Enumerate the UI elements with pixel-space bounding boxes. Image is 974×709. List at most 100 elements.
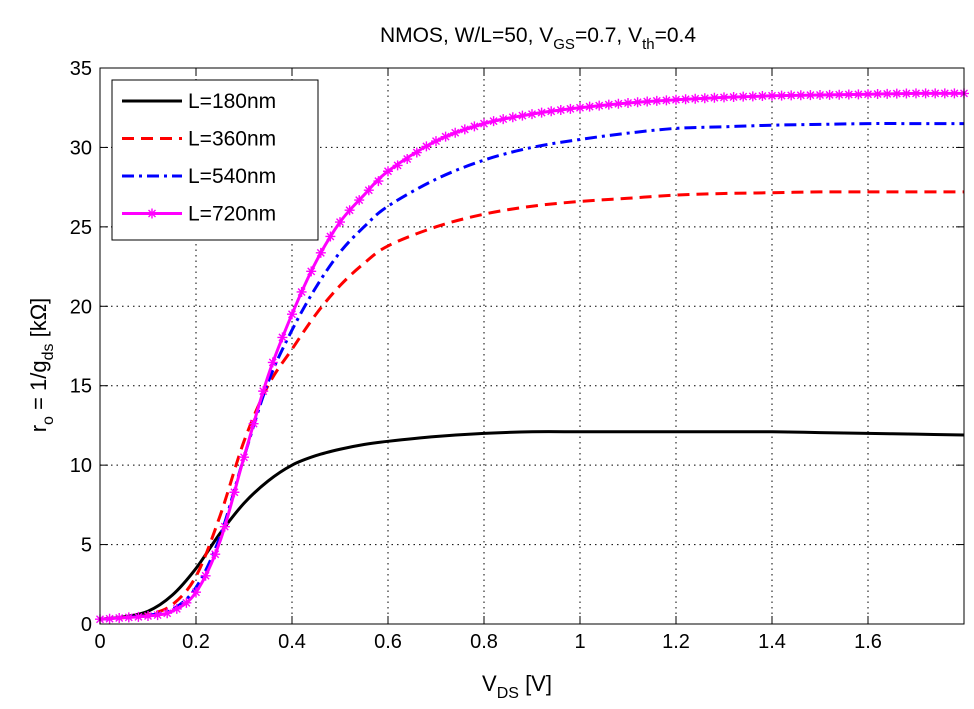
legend-entry: L=540nm xyxy=(122,165,276,188)
data-point-marker xyxy=(642,96,653,107)
data-point-marker xyxy=(248,418,259,429)
data-point-marker xyxy=(469,121,480,132)
data-point-marker xyxy=(440,131,451,142)
data-point-marker xyxy=(431,136,441,147)
legend-label: L=720nm xyxy=(188,203,276,226)
data-point-marker xyxy=(287,309,297,320)
y-tick-label: 25 xyxy=(70,217,92,239)
legend-label: L=180nm xyxy=(188,90,276,113)
y-tick-label: 0 xyxy=(81,614,92,636)
data-point-marker xyxy=(728,92,739,103)
series-line-L=180nm xyxy=(99,430,965,621)
data-point-marker xyxy=(267,357,278,368)
ylabel-suffix: [kΩ] xyxy=(26,298,51,344)
chart-title: NMOS, W/L=50, VGS=0.7, Vth=0.4 xyxy=(380,24,696,53)
data-point-marker xyxy=(786,90,797,101)
x-tick-labels: 0 0.2 0.4 0.6 0.8 1 1.2 1.4 1.6 xyxy=(94,631,881,653)
y-tick-label: 20 xyxy=(70,296,92,318)
data-point-marker xyxy=(536,107,547,118)
data-point-marker xyxy=(930,88,941,99)
title-suffix: =0.4 xyxy=(655,24,697,47)
x-tick-label: 0.2 xyxy=(182,631,210,653)
data-point-marker xyxy=(171,603,182,614)
ylabel-mid: = 1/g xyxy=(26,360,51,416)
x-tick-label: 1.2 xyxy=(662,631,690,653)
data-point-marker xyxy=(805,90,816,101)
legend-entry: L=180nm xyxy=(122,90,276,113)
x-tick-label: 1 xyxy=(574,631,585,653)
y-tick-label: 10 xyxy=(70,455,92,477)
data-point-marker xyxy=(143,611,153,622)
data-point-marker xyxy=(354,195,365,206)
data-point-marker xyxy=(891,88,902,99)
xlabel-sub: DS xyxy=(497,685,519,702)
data-point-marker xyxy=(229,487,240,498)
data-point-marker xyxy=(699,93,710,104)
data-point-marker xyxy=(651,95,662,106)
data-point-marker xyxy=(853,89,864,100)
data-point-marker xyxy=(123,612,134,623)
data-point-marker xyxy=(546,106,557,117)
plot-frame xyxy=(99,67,965,625)
data-point-marker xyxy=(239,452,249,463)
data-point-marker xyxy=(834,89,845,100)
grid xyxy=(100,68,964,624)
data-point-marker xyxy=(296,286,307,297)
data-point-marker xyxy=(815,90,825,101)
y-tick-label: 30 xyxy=(70,137,92,159)
data-point-marker xyxy=(671,94,681,105)
title-sub-gs: GS xyxy=(553,36,575,53)
data-point-marker xyxy=(719,92,729,103)
data-point-marker xyxy=(392,160,403,171)
data-point-marker xyxy=(776,90,787,101)
data-point-marker xyxy=(767,90,777,101)
data-point-marker xyxy=(555,104,566,115)
data-point-marker xyxy=(363,185,374,196)
data-point-marker xyxy=(277,332,288,343)
data-point-marker xyxy=(709,92,720,103)
data-point-marker xyxy=(843,89,854,100)
data-point-marker xyxy=(450,127,461,138)
data-point-marker xyxy=(373,176,384,187)
data-point-marker xyxy=(421,141,432,152)
data-point-marker xyxy=(690,93,701,104)
data-point-marker xyxy=(575,102,585,113)
data-point-marker xyxy=(219,521,230,532)
title-mid: =0.7, V xyxy=(575,24,642,47)
data-point-marker xyxy=(335,217,345,228)
legend: L=180nm L=360nm L=540nm L=720nm xyxy=(111,79,319,241)
legend-label: L=360nm xyxy=(188,128,276,151)
y-tick-label: 35 xyxy=(70,58,92,80)
ylabel-gsub: ds xyxy=(40,344,57,361)
data-point-marker xyxy=(584,101,595,112)
xlabel-main: V xyxy=(482,671,497,696)
series-line-L=360nm xyxy=(99,190,964,621)
data-point-marker xyxy=(603,99,614,110)
x-tick-label: 0.4 xyxy=(278,631,306,653)
legend-entry: L=720nm xyxy=(122,203,276,226)
data-point-marker xyxy=(565,103,576,114)
x-tick-label: 1.6 xyxy=(854,631,882,653)
data-point-marker xyxy=(911,88,921,99)
data-point-marker xyxy=(344,205,355,216)
data-point-marker xyxy=(661,95,672,106)
x-tick-label: 0.8 xyxy=(470,631,498,653)
data-point-marker xyxy=(459,124,470,135)
data-point-marker xyxy=(594,100,605,111)
xlabel-suffix: [V] xyxy=(519,671,552,696)
y-tick-labels: 0 5 10 15 20 25 30 35 xyxy=(70,58,92,636)
ylabel-r: r xyxy=(26,425,51,432)
data-point-marker xyxy=(920,88,931,99)
ylabel-rsub: o xyxy=(40,416,57,425)
data-point-marker xyxy=(939,88,950,99)
y-tick-label: 5 xyxy=(81,535,92,557)
series-markers-L=720nm xyxy=(95,88,969,625)
data-point-marker xyxy=(882,88,893,99)
data-point-marker xyxy=(795,90,806,101)
data-point-marker xyxy=(623,97,633,108)
data-point-marker xyxy=(872,89,883,100)
data-point-marker xyxy=(527,109,537,120)
data-point-marker xyxy=(200,570,211,581)
data-point-marker xyxy=(325,231,336,242)
series-group xyxy=(95,88,969,625)
